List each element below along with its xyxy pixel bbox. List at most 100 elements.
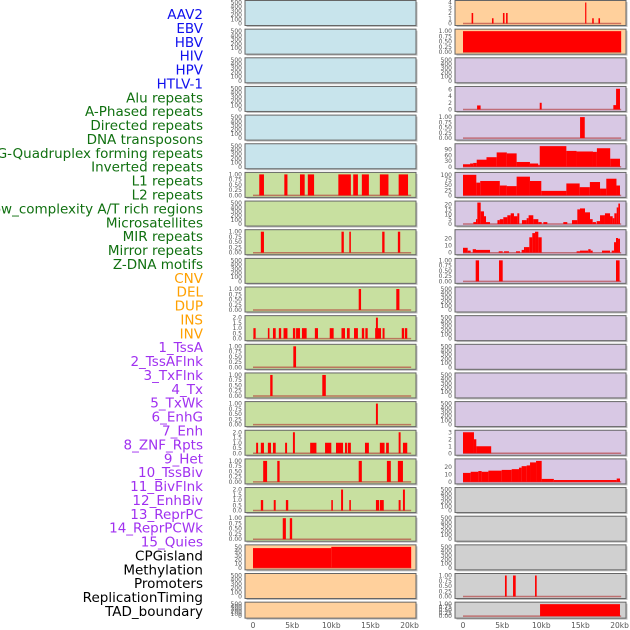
x-tick-label: 15kb	[571, 621, 590, 630]
y-tick-label: 0.0	[232, 508, 242, 515]
panel-frame	[454, 343, 627, 370]
data-bar	[541, 478, 554, 482]
y-tick-label: 500	[441, 515, 453, 522]
y-tick-label: 200	[441, 528, 453, 535]
y-tick-label: 0.75	[229, 463, 243, 470]
track-label: 9_Het	[164, 451, 203, 467]
data-bar	[270, 374, 273, 396]
track-label: Mirror repeats	[108, 243, 203, 259]
y-tick-label: 0.50	[439, 39, 453, 46]
y-tick-label: 100	[441, 360, 453, 367]
track-label: Z-DNA motifs	[113, 257, 203, 273]
y-tick-label: 0.75	[229, 520, 243, 527]
data-bar	[382, 231, 385, 253]
data-bar	[463, 31, 622, 53]
y-tick-label: 200	[441, 356, 453, 363]
y-tick-label: 2	[448, 10, 452, 17]
data-bar	[601, 250, 611, 253]
y-tick-label: 100	[231, 74, 243, 81]
data-bar	[511, 469, 519, 482]
y-tick-label: 400	[441, 376, 453, 383]
data-bar	[529, 180, 542, 196]
data-bar	[322, 374, 326, 396]
y-tick-label: 1.0	[232, 325, 242, 332]
y-tick-label: 0.00	[229, 422, 243, 429]
data-bar	[521, 220, 527, 225]
y-tick-label: 0.75	[439, 119, 453, 126]
data-bar	[375, 403, 378, 425]
data-bar	[600, 188, 607, 196]
data-bar	[477, 105, 481, 110]
data-bar	[398, 174, 409, 196]
data-bar	[472, 249, 476, 253]
y-tick-label: 0.75	[439, 578, 453, 585]
data-bar	[566, 183, 580, 196]
track-label: 4_Tx	[171, 382, 203, 398]
data-bar	[349, 231, 351, 253]
y-tick-label: 500	[231, 57, 243, 64]
y-tick-label: 1.00	[229, 458, 243, 465]
track-label: 11_BivFlnk	[130, 479, 203, 495]
data-bar	[616, 185, 620, 196]
data-bar	[364, 442, 369, 454]
y-tick-label: 0.75	[229, 234, 243, 241]
y-tick-label: 0.00	[229, 250, 243, 257]
y-tick-label: 0.50	[229, 526, 243, 533]
data-bar	[358, 289, 362, 310]
y-tick-label: 0	[238, 78, 242, 85]
y-tick-label: 100	[441, 389, 453, 396]
panel-frame	[454, 0, 627, 26]
y-tick-label: 4	[448, 93, 452, 100]
data-bar	[471, 13, 474, 24]
data-bar	[498, 251, 503, 253]
data-bar	[615, 238, 619, 253]
track-label: DUP	[175, 299, 203, 315]
data-bar	[618, 203, 620, 225]
data-bar	[375, 328, 382, 339]
panel-frame	[454, 515, 627, 542]
y-tick-label: 0	[448, 164, 452, 171]
y-tick-label: 1.00	[229, 286, 243, 293]
y-tick-label: 0	[448, 21, 452, 28]
y-tick-label: 200	[231, 155, 243, 162]
y-tick-label: 200	[231, 608, 243, 615]
data-bar	[510, 213, 514, 225]
y-tick-label: 300	[231, 266, 243, 273]
data-bar	[285, 442, 288, 454]
data-bar	[477, 202, 481, 225]
y-tick-label: 200	[231, 127, 243, 134]
data-bar	[530, 462, 537, 482]
y-tick-label: 1.00	[229, 401, 243, 408]
data-bar	[499, 260, 503, 282]
data-bar	[346, 328, 350, 339]
panel-frame	[244, 487, 417, 514]
data-bar	[473, 439, 477, 454]
y-tick-label: 0.00	[229, 536, 243, 543]
data-bar	[285, 500, 289, 511]
data-bar	[293, 346, 297, 368]
y-tick-label: 0.25	[439, 130, 453, 137]
data-bar	[584, 212, 591, 225]
panel-frame	[244, 601, 417, 619]
data-bar	[331, 546, 412, 568]
data-bar	[273, 500, 276, 511]
y-tick-label: 200	[441, 327, 453, 334]
data-bar	[398, 500, 401, 511]
panel-frame	[244, 114, 417, 141]
panel-frame	[244, 573, 417, 599]
y-tick-label: 2	[448, 100, 452, 107]
data-bar	[553, 480, 617, 482]
y-tick-label: 400	[231, 147, 243, 154]
data-bar	[516, 161, 530, 167]
y-tick-label: 0	[238, 565, 242, 572]
data-bar	[577, 209, 580, 225]
data-bar	[563, 222, 568, 225]
data-bar	[296, 328, 300, 339]
y-tick-label: 400	[441, 290, 453, 297]
y-tick-label: 300	[231, 37, 243, 44]
data-bar	[571, 220, 578, 225]
data-bar	[345, 442, 347, 454]
track-label: G-Quadruplex forming repeats	[0, 146, 203, 162]
data-bar	[260, 500, 264, 511]
panel-frame	[244, 286, 417, 313]
